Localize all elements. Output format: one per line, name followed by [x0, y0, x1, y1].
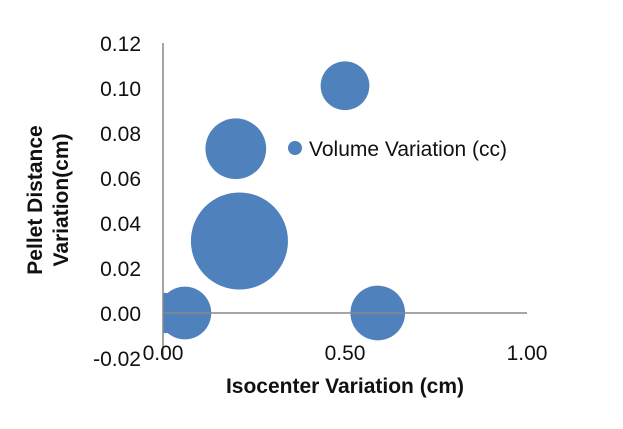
bubble-0: [320, 61, 370, 111]
y-tick-label: 0.02: [100, 258, 141, 281]
y-axis-title-line2: Variation(cm): [50, 133, 73, 266]
x-tick-label: 0.50: [325, 342, 366, 365]
legend-marker: [288, 141, 302, 155]
y-tick-label: 0.12: [100, 33, 141, 56]
x-tick-label: 0.00: [143, 342, 184, 365]
y-tick-label: -0.02: [93, 348, 141, 371]
bubbles: [163, 61, 406, 341]
y-tick-label: 0.10: [100, 78, 141, 101]
legend-label: Volume Variation (cc): [309, 138, 507, 161]
y-tick-label: 0.08: [100, 123, 141, 146]
bubble-2: [190, 192, 288, 290]
y-axis-title-line1: Pellet Distance: [24, 125, 47, 274]
x-tick-label: 1.00: [507, 342, 548, 365]
y-tick-label: 0.00: [100, 303, 141, 326]
y-tick-label: 0.04: [100, 213, 141, 236]
y-tick-label: 0.06: [100, 168, 141, 191]
x-axis-title: Isocenter Variation (cm): [226, 375, 464, 398]
bubble-1: [205, 118, 267, 180]
